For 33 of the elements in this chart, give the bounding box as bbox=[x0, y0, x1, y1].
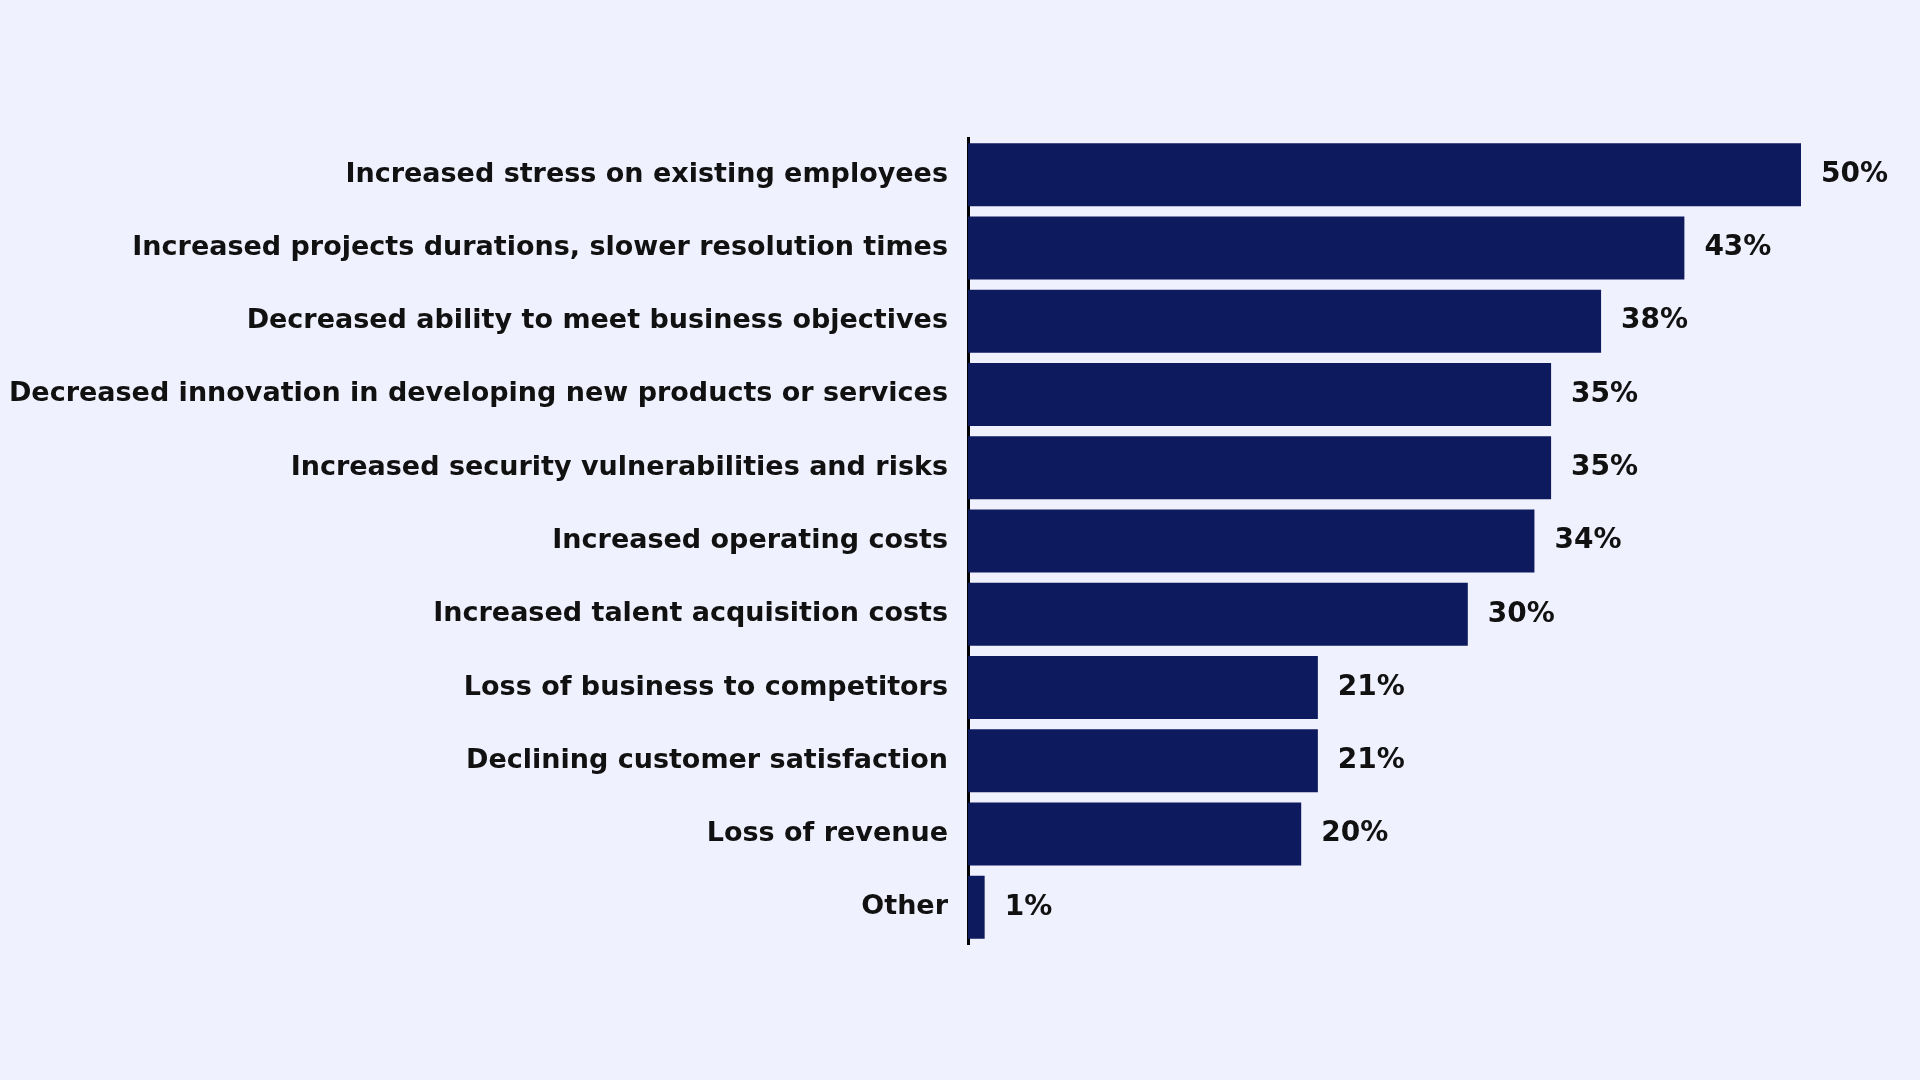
data-label: 43% bbox=[1704, 229, 1772, 263]
bar bbox=[968, 143, 1801, 207]
bar bbox=[968, 509, 1535, 573]
data-label: 34% bbox=[1554, 522, 1622, 556]
y-tick-label: Declining customer satisfaction bbox=[465, 742, 948, 774]
bar bbox=[968, 802, 1302, 866]
y-tick-label: Decreased ability to meet business objectives bbox=[246, 303, 948, 335]
y-tick-label: Other bbox=[861, 889, 949, 921]
data-label: 21% bbox=[1337, 742, 1405, 776]
bar bbox=[968, 656, 1318, 720]
data-label: 30% bbox=[1487, 595, 1555, 629]
data-label: 38% bbox=[1621, 302, 1689, 336]
y-tick-label: Decreased innovation in developing new products or services bbox=[8, 376, 948, 408]
y-tick-label: Increased talent acquisition costs bbox=[433, 596, 948, 628]
y-tick-label: Loss of business to competitors bbox=[463, 669, 948, 701]
data-label: 35% bbox=[1571, 449, 1639, 483]
data-label: 35% bbox=[1571, 375, 1639, 409]
y-tick-label: Loss of revenue bbox=[706, 816, 948, 848]
bar bbox=[968, 729, 1318, 793]
bar bbox=[968, 289, 1602, 353]
y-tick-label: Increased security vulnerabilities and risks bbox=[290, 449, 948, 481]
y-tick-label: Increased projects durations, slower resolution times bbox=[132, 229, 948, 261]
data-label: 20% bbox=[1321, 815, 1389, 849]
data-label: 21% bbox=[1337, 668, 1405, 702]
bar bbox=[968, 362, 1552, 426]
data-label: 50% bbox=[1821, 155, 1889, 189]
y-tick-label: Increased operating costs bbox=[552, 523, 948, 555]
y-tick-label: Increased stress on existing employees bbox=[345, 156, 948, 188]
data-label: 1% bbox=[1004, 888, 1053, 922]
bar bbox=[968, 216, 1685, 280]
bar bbox=[968, 436, 1552, 500]
bar bbox=[968, 875, 985, 939]
bar bbox=[968, 582, 1468, 646]
